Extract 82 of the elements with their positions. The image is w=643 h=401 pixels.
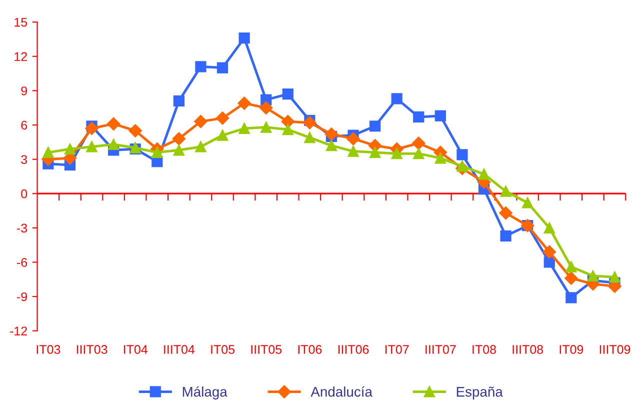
point xyxy=(348,146,359,157)
point xyxy=(216,130,228,141)
x-tick-label: IIIT03 xyxy=(76,345,108,354)
x-tick-label: IIIT05 xyxy=(251,345,282,354)
x-tick-label: IT03 xyxy=(36,345,60,354)
point xyxy=(282,124,294,136)
point xyxy=(542,245,556,259)
x-tick-label: IT05 xyxy=(211,345,234,354)
x-tick-label: IT04 xyxy=(124,345,148,354)
point xyxy=(434,152,446,164)
point xyxy=(346,132,360,146)
point xyxy=(413,148,424,160)
legend-label: España xyxy=(456,386,503,400)
point xyxy=(42,146,54,158)
point xyxy=(173,144,184,156)
point xyxy=(85,122,98,135)
point xyxy=(500,186,512,197)
point xyxy=(282,88,294,100)
point xyxy=(281,114,294,128)
x-tick-label: IT09 xyxy=(560,345,584,354)
point xyxy=(587,270,599,282)
x-tick-label: IT07 xyxy=(385,345,409,354)
point xyxy=(434,110,446,122)
point xyxy=(172,132,186,146)
point xyxy=(108,138,120,150)
y-tick-label: -9 xyxy=(17,292,27,302)
point xyxy=(544,222,555,234)
point xyxy=(324,128,338,141)
point xyxy=(195,61,206,72)
point xyxy=(194,114,208,128)
point xyxy=(238,96,251,110)
x-tick-label: IIIT08 xyxy=(512,345,544,354)
point xyxy=(64,143,76,155)
point xyxy=(369,120,381,132)
point xyxy=(216,62,228,74)
point xyxy=(609,272,620,283)
point xyxy=(412,136,426,150)
point xyxy=(304,132,316,144)
point xyxy=(522,197,534,208)
y-tick-label: 3 xyxy=(21,155,28,164)
point xyxy=(500,230,512,242)
point xyxy=(413,111,424,123)
point xyxy=(86,141,98,152)
point xyxy=(303,116,316,130)
x-tick-label: IIIT07 xyxy=(426,345,456,354)
legend-label: Andalucía xyxy=(310,386,372,397)
point xyxy=(152,146,163,158)
y-tick-label: 0 xyxy=(21,189,28,198)
y-tick-label: -12 xyxy=(10,326,27,336)
legend-label: Málaga xyxy=(182,386,228,400)
y-tick-label: 15 xyxy=(14,18,28,27)
point xyxy=(544,256,555,268)
y-tick-label: 9 xyxy=(21,86,27,96)
point xyxy=(326,140,338,152)
point xyxy=(456,149,468,160)
point xyxy=(173,95,184,107)
point xyxy=(564,272,578,285)
x-tick-label: IT06 xyxy=(298,345,322,354)
x-tick-label: IIIT04 xyxy=(164,345,195,354)
x-tick-label: IT08 xyxy=(472,345,496,354)
point xyxy=(391,148,402,160)
point xyxy=(238,122,250,134)
y-tick-label: 12 xyxy=(14,52,27,61)
point xyxy=(195,141,206,152)
point xyxy=(456,160,468,172)
point xyxy=(499,206,512,220)
point xyxy=(106,117,120,130)
point xyxy=(478,168,490,180)
x-tick-label: IIIT06 xyxy=(338,345,369,354)
point xyxy=(216,112,230,125)
point xyxy=(391,93,402,104)
point xyxy=(260,101,273,114)
point xyxy=(260,122,272,133)
point xyxy=(566,261,577,272)
point xyxy=(238,32,250,44)
y-tick-label: -3 xyxy=(17,224,28,233)
y-tick-label: 6 xyxy=(21,120,28,130)
point xyxy=(566,292,577,304)
point xyxy=(128,124,142,138)
y-tick-label: -6 xyxy=(17,258,28,267)
point xyxy=(369,146,381,158)
x-tick-label: IIIT09 xyxy=(600,345,630,354)
